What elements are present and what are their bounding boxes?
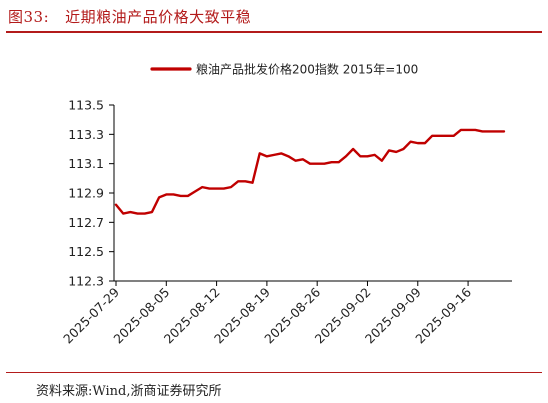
data-point-43 (424, 142, 426, 144)
data-point-52 (489, 131, 491, 133)
figure-number: 图33: (8, 8, 50, 26)
data-point-38 (388, 150, 390, 152)
data-point-14 (216, 188, 218, 190)
data-point-28 (316, 163, 318, 165)
data-point-31 (338, 161, 340, 163)
data-point-51 (482, 131, 484, 133)
data-point-4 (144, 213, 146, 215)
data-point-24 (288, 155, 290, 157)
source-note: 资料来源:Wind,浙商证券研究所 (36, 384, 222, 399)
line-chart: 粮油产品批发价格200指数 2015年=100 112.3 112.5 112.7 11… (60, 62, 512, 346)
data-point-22 (273, 154, 275, 156)
data-point-36 (374, 154, 376, 156)
legend-label: 粮油产品批发价格200指数 2015年=100 (196, 62, 418, 77)
data-point-46 (446, 135, 448, 137)
data-point-15 (223, 188, 225, 190)
data-point-11 (194, 191, 196, 193)
data-point-8 (173, 194, 175, 196)
title-divider (6, 31, 542, 33)
data-point-54 (503, 131, 505, 133)
data-point-37 (381, 160, 383, 162)
data-point-48 (460, 129, 462, 131)
data-point-5 (151, 211, 153, 213)
data-point-42 (417, 142, 419, 144)
data-point-12 (201, 186, 203, 188)
y-tick-label-1: 112.5 (68, 244, 104, 259)
data-point-45 (438, 135, 440, 137)
data-point-40 (403, 148, 405, 150)
data-point-30 (331, 161, 333, 163)
data-point-0 (115, 204, 117, 206)
data-point-19 (252, 182, 254, 184)
figure-title-text: 近期粮油产品价格大致平稳 (65, 8, 252, 26)
data-point-49 (467, 129, 469, 131)
data-point-9 (180, 195, 182, 197)
data-point-35 (367, 155, 369, 157)
data-point-20 (259, 153, 261, 155)
data-point-10 (187, 195, 189, 197)
data-point-44 (431, 135, 433, 137)
y-tick-label-2: 112.7 (68, 215, 104, 230)
y-tick-label-6: 113.5 (68, 98, 104, 113)
data-point-26 (302, 158, 304, 160)
data-point-53 (496, 131, 498, 133)
data-point-50 (474, 129, 476, 131)
data-point-18 (244, 180, 246, 182)
series-line-price-index (114, 128, 506, 215)
data-point-21 (266, 155, 268, 157)
chart-area: 粮油产品批发价格200指数 2015年=100 112.3 112.5 112.7 11… (0, 40, 548, 370)
data-point-6 (158, 197, 160, 199)
data-point-25 (295, 160, 297, 162)
data-point-13 (209, 188, 211, 190)
y-tick-label-3: 112.9 (68, 186, 104, 201)
data-point-23 (280, 153, 282, 155)
figure-title: 图33: 近期粮油产品价格大致平稳 (8, 6, 251, 27)
data-point-29 (323, 163, 325, 165)
data-point-47 (453, 135, 455, 137)
data-point-34 (359, 155, 361, 157)
data-point-39 (395, 151, 397, 153)
data-point-41 (410, 141, 412, 143)
footer-divider (6, 372, 542, 373)
data-point-2 (129, 211, 131, 213)
y-tick-label-4: 113.1 (68, 156, 104, 171)
data-point-7 (165, 194, 167, 196)
y-tick-label-0: 112.3 (68, 274, 104, 289)
data-point-32 (345, 155, 347, 157)
data-point-3 (137, 213, 139, 215)
data-point-16 (230, 186, 232, 188)
data-point-1 (122, 213, 124, 215)
figure-header: 图33: 近期粮油产品价格大致平稳 (0, 0, 548, 36)
y-tick-label-5: 113.3 (68, 127, 104, 142)
data-point-17 (237, 180, 239, 182)
figure-footer: 资料来源:Wind,浙商证券研究所 (0, 372, 548, 403)
data-point-33 (352, 148, 354, 150)
data-point-27 (309, 163, 311, 165)
